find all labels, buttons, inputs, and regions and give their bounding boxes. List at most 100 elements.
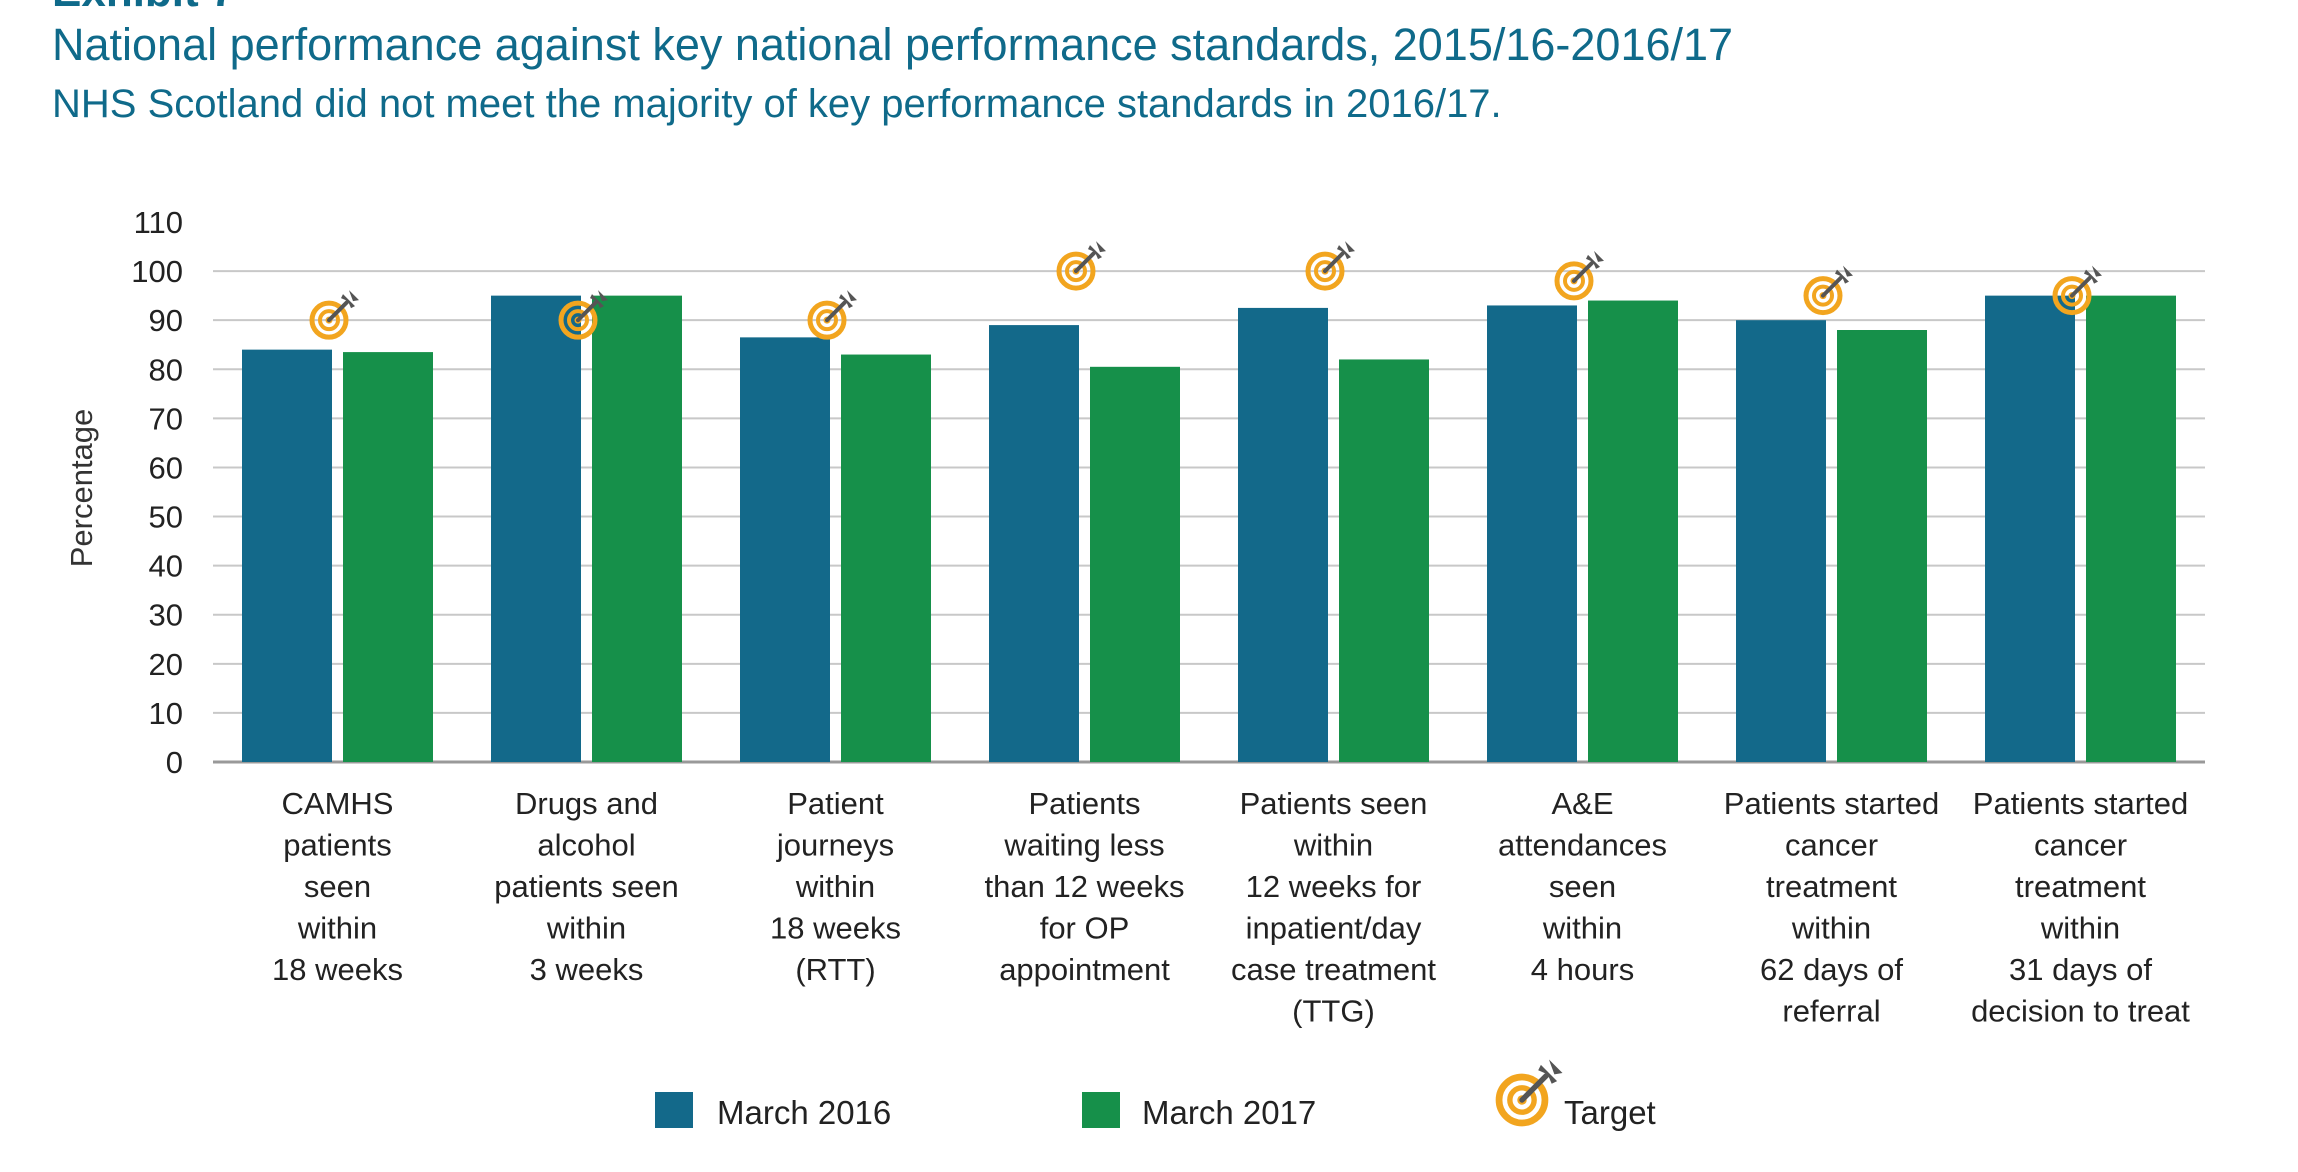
legend-swatch-march-2016 bbox=[655, 1092, 693, 1128]
y-tick-label-30: 30 bbox=[149, 598, 183, 633]
category-label-2: Drugs and alcohol patients seen within 3 wee… bbox=[494, 786, 678, 987]
y-tick-label-90: 90 bbox=[149, 303, 183, 338]
bar-march-2016-5 bbox=[1238, 307, 1328, 762]
category-label-line: attendances bbox=[1498, 828, 1667, 863]
category-label-line: Patients seen bbox=[1240, 786, 1428, 821]
category-label-line: treatment bbox=[1766, 869, 1897, 904]
category-label-line: 62 days of bbox=[1760, 952, 1903, 987]
category-label-line: 12 weeks for bbox=[1246, 869, 1422, 904]
category-label-line: alcohol bbox=[537, 828, 635, 863]
y-tick-label-80: 80 bbox=[149, 352, 183, 387]
category-label-line: seen bbox=[304, 869, 371, 904]
category-label-line: within bbox=[795, 869, 875, 904]
y-tick-label-100: 100 bbox=[131, 254, 183, 289]
legend-label-march-2016: March 2016 bbox=[717, 1094, 891, 1131]
category-label-6: A&E attendances seen within 4 hours bbox=[1498, 786, 1667, 987]
bar-march-2017-4 bbox=[1090, 366, 1180, 762]
y-tick-label-0: 0 bbox=[166, 745, 183, 780]
category-label-line: case treatment bbox=[1231, 952, 1436, 987]
category-label-line: CAMHS bbox=[282, 786, 394, 821]
category-label-line: 4 hours bbox=[1531, 952, 1634, 987]
legend-label-target: Target bbox=[1564, 1094, 1656, 1131]
chart-subtitle: NHS Scotland did not meet the majority o… bbox=[52, 82, 1502, 126]
legend-target-icon bbox=[1499, 1060, 1562, 1123]
category-label-8: Patients started cancer treatment within 31 … bbox=[1971, 786, 2190, 1029]
category-label-line: within bbox=[2040, 911, 2120, 946]
bar-march-2016-7 bbox=[1736, 320, 1826, 762]
bar-march-2016-3 bbox=[740, 337, 830, 762]
category-label-line: within bbox=[546, 911, 626, 946]
category-label-line: patients bbox=[283, 828, 392, 863]
category-label-line: waiting less bbox=[1003, 828, 1164, 863]
category-label-line: Drugs and bbox=[515, 786, 658, 821]
category-label-line: decision to treat bbox=[1971, 994, 2190, 1029]
category-label-line: Patients bbox=[1028, 786, 1140, 821]
category-label-line: treatment bbox=[2015, 869, 2146, 904]
category-label-line: cancer bbox=[2034, 828, 2127, 863]
y-tick-label-40: 40 bbox=[149, 549, 183, 584]
category-label-line: appointment bbox=[999, 952, 1170, 987]
y-tick-label-20: 20 bbox=[149, 647, 183, 682]
category-label-1: CAMHS patients seen within 18 weeks bbox=[272, 786, 403, 987]
category-label-line: inpatient/day bbox=[1246, 911, 1422, 946]
category-label-line: within bbox=[1542, 911, 1622, 946]
y-tick-label-60: 60 bbox=[149, 450, 183, 485]
bar-march-2016-1 bbox=[242, 349, 332, 762]
bar-march-2017-7 bbox=[1837, 330, 1927, 762]
category-label-line: Patients started bbox=[1724, 786, 1939, 821]
legend-label-march-2017: March 2017 bbox=[1142, 1094, 1316, 1131]
category-label-line: 31 days of bbox=[2009, 952, 2152, 987]
y-axis-label: Percentage bbox=[64, 409, 99, 568]
bar-march-2016-6 bbox=[1487, 305, 1577, 762]
category-label-line: than 12 weeks bbox=[985, 869, 1185, 904]
bar-march-2016-2 bbox=[491, 295, 581, 762]
category-label-line: patients seen bbox=[494, 869, 678, 904]
y-tick-label-70: 70 bbox=[149, 401, 183, 436]
target-icon bbox=[810, 290, 857, 337]
category-labels: CAMHS patients seen within 18 weeks Drugs and… bbox=[272, 786, 2190, 1029]
bar-march-2017-3 bbox=[841, 354, 931, 762]
category-label-line: 18 weeks bbox=[770, 911, 901, 946]
category-label-line: within bbox=[1791, 911, 1871, 946]
category-label-line: 3 weeks bbox=[530, 952, 644, 987]
category-label-line: referral bbox=[1782, 994, 1880, 1029]
category-label-3: Patient journeys within 18 weeks (RTT) bbox=[770, 786, 901, 987]
target-icon bbox=[1557, 251, 1604, 298]
y-tick-label-110: 110 bbox=[134, 205, 183, 240]
bar-march-2016-8 bbox=[1985, 295, 2075, 762]
chart-title: National performance against key nationa… bbox=[52, 19, 1734, 70]
legend-swatch-march-2017 bbox=[1082, 1092, 1120, 1128]
category-label-line: cancer bbox=[1785, 828, 1878, 863]
category-label-line: (TTG) bbox=[1292, 994, 1375, 1029]
y-tick-label-50: 50 bbox=[149, 500, 183, 535]
category-label-line: for OP bbox=[1040, 911, 1130, 946]
bar-march-2017-5 bbox=[1339, 359, 1429, 762]
category-label-line: journeys bbox=[776, 828, 894, 863]
target-icon bbox=[312, 290, 359, 337]
category-label-line: within bbox=[1293, 828, 1373, 863]
bars bbox=[242, 295, 2176, 762]
category-label-line: Patient bbox=[787, 786, 884, 821]
bar-march-2017-1 bbox=[343, 352, 433, 762]
category-label-line: (RTT) bbox=[795, 952, 875, 987]
category-label-5: Patients seen within 12 weeks for inpatient… bbox=[1231, 786, 1436, 1029]
category-label-4: Patients waiting less than 12 weeks for OP a… bbox=[985, 786, 1185, 987]
bar-march-2017-6 bbox=[1588, 300, 1678, 762]
target-icon bbox=[1806, 266, 1853, 313]
category-label-line: Patients started bbox=[1973, 786, 2188, 821]
y-axis: 0 10 20 30 40 50 60 70 80 90 100 110 bbox=[131, 205, 183, 780]
category-label-line: 18 weeks bbox=[272, 952, 403, 987]
bar-march-2017-2 bbox=[592, 295, 682, 762]
target-icon bbox=[1308, 241, 1355, 288]
category-label-line: within bbox=[297, 911, 377, 946]
bar-march-2016-4 bbox=[989, 325, 1079, 762]
bar-march-2017-8 bbox=[2086, 295, 2176, 762]
category-label-7: Patients started cancer treatment within 62 … bbox=[1724, 786, 1939, 1029]
category-label-line: seen bbox=[1549, 869, 1616, 904]
y-tick-label-10: 10 bbox=[149, 696, 183, 731]
target-icon bbox=[1059, 241, 1106, 288]
exhibit-label: Exhibit 7 bbox=[52, 0, 235, 14]
legend: March 2016 March 2017 Target bbox=[655, 1060, 1656, 1131]
category-label-line: A&E bbox=[1551, 786, 1613, 821]
